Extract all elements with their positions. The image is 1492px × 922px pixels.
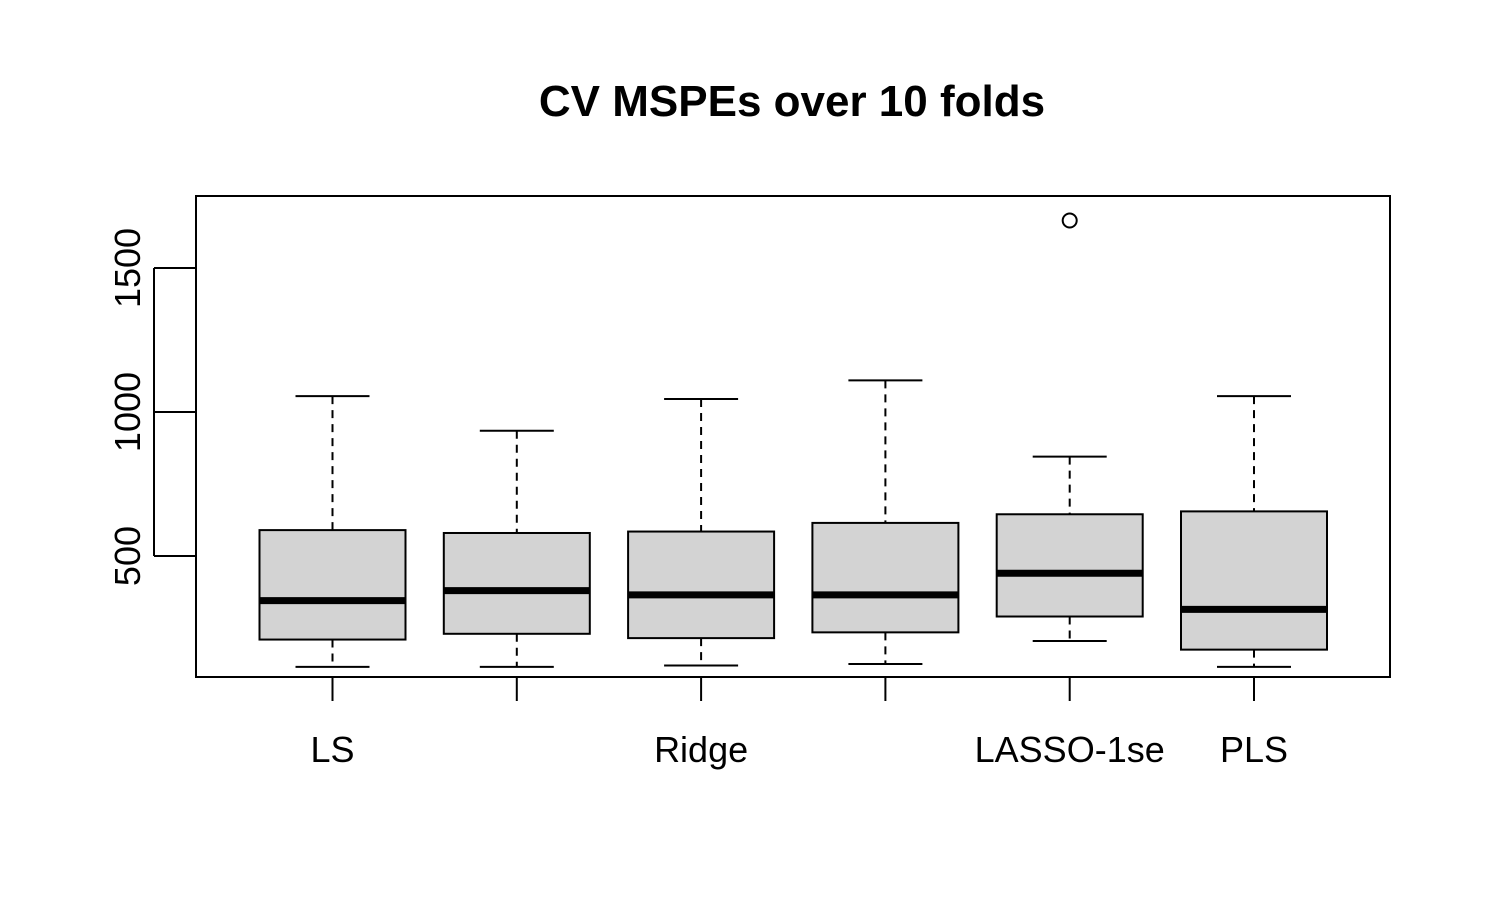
x-tick-label-5: PLS bbox=[1220, 729, 1288, 770]
y-tick-label-1500: 1500 bbox=[107, 228, 148, 308]
y-axis: 500 1000 1500 bbox=[107, 228, 196, 586]
box-rect-2 bbox=[627, 530, 776, 640]
box-0 bbox=[258, 395, 407, 668]
x-tick-label-2: Ridge bbox=[654, 729, 748, 770]
chart-title: CV MSPEs over 10 folds bbox=[539, 77, 1045, 126]
box-2 bbox=[627, 398, 776, 667]
box-3 bbox=[811, 379, 960, 666]
box-rect-5 bbox=[1180, 510, 1328, 651]
box-rect-0 bbox=[258, 529, 407, 641]
box-4 bbox=[995, 212, 1144, 642]
box-rect-1 bbox=[442, 531, 591, 635]
box-5 bbox=[1180, 395, 1328, 668]
box-rect-4 bbox=[995, 513, 1144, 618]
box-rect-3 bbox=[811, 521, 960, 634]
box-1 bbox=[442, 429, 591, 668]
outlier-4-0 bbox=[1061, 212, 1078, 229]
x-axis: LS Ridge LASSO-1se PLS bbox=[310, 676, 1288, 770]
boxes bbox=[258, 212, 1328, 668]
x-tick-label-0: LS bbox=[310, 729, 354, 770]
y-tick-label-500: 500 bbox=[107, 526, 148, 586]
y-tick-label-1000: 1000 bbox=[107, 372, 148, 452]
x-tick-label-4: LASSO-1se bbox=[975, 729, 1165, 770]
